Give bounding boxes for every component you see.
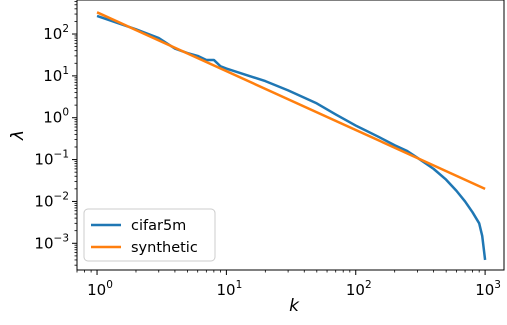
series-layer bbox=[96, 11, 487, 261]
y-axis-label: λ bbox=[8, 130, 28, 141]
x-tick-label: 102 bbox=[346, 279, 372, 299]
tick-layer: 100 101 102 103 10−3 10−2 10−1 100 101 102 bbox=[34, 1, 501, 299]
y-tick-label: 101 bbox=[43, 65, 69, 85]
x-tick-label: 100 bbox=[87, 279, 113, 299]
legend-label-cifar5m: cifar5m bbox=[131, 218, 186, 234]
x-tick-label: 103 bbox=[475, 279, 501, 299]
y-tick-label: 10−2 bbox=[34, 190, 69, 210]
y-tick-label: 10−3 bbox=[34, 232, 69, 252]
legend: cifar5m synthetic bbox=[83, 208, 216, 262]
plot-frame bbox=[76, 0, 505, 271]
x-axis-label: k bbox=[289, 296, 300, 316]
legend-label-synthetic: synthetic bbox=[131, 240, 198, 256]
y-tick-label: 102 bbox=[43, 23, 69, 43]
series-line-synthetic bbox=[96, 11, 486, 190]
y-tick-label: 100 bbox=[43, 107, 69, 127]
y-tick-label: 10−1 bbox=[34, 149, 69, 169]
x-tick-label: 101 bbox=[217, 279, 243, 299]
